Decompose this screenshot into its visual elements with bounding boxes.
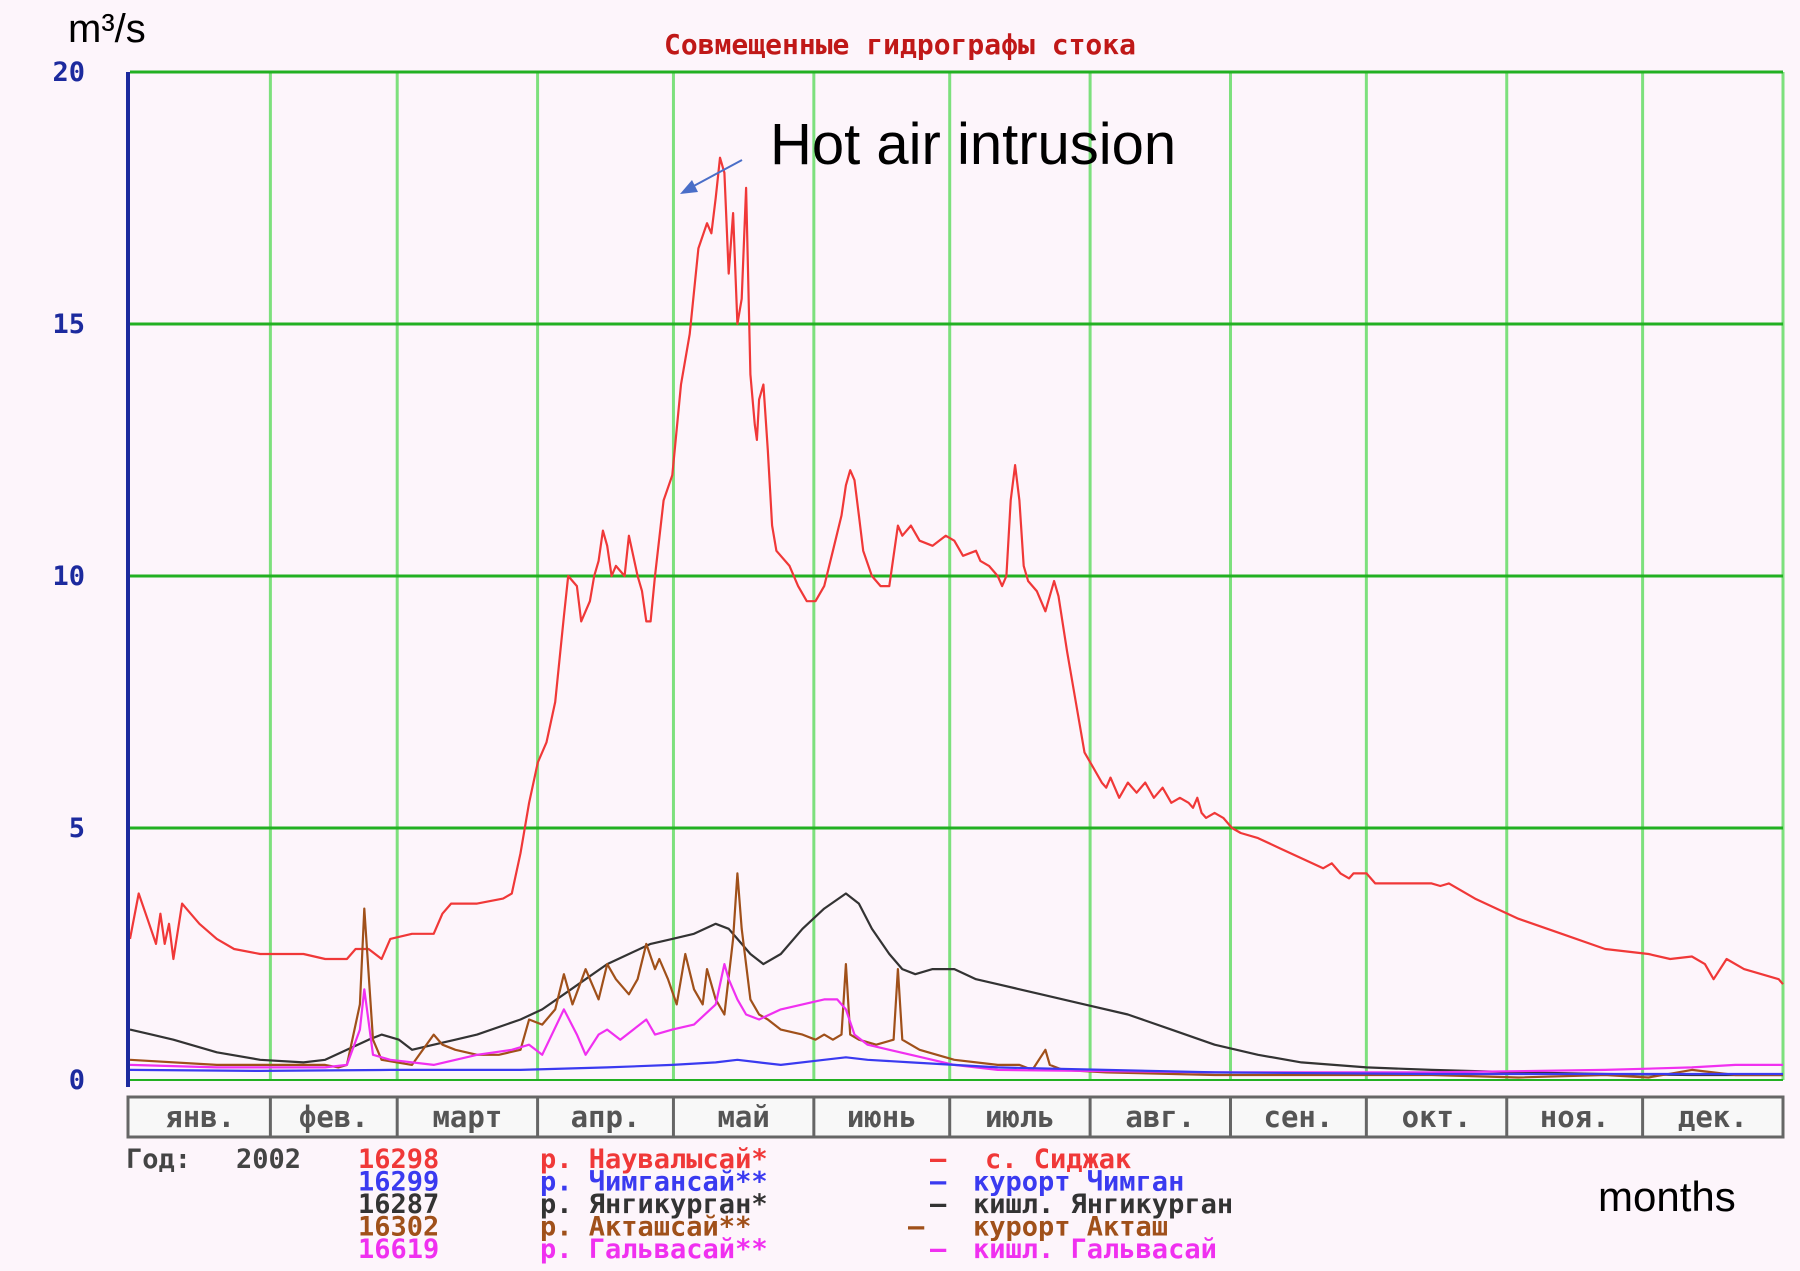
month-strip [126, 1095, 1785, 1139]
month-label: дек. [1678, 1100, 1748, 1134]
grid [130, 70, 1785, 1081]
legend-separator: – [930, 1189, 947, 1220]
legend-station: кишл. Янгикурган [973, 1189, 1233, 1220]
legend-year-label: Год: [126, 1144, 191, 1175]
month-label: июль [985, 1100, 1055, 1134]
legend-station: с. Сиджак [985, 1144, 1131, 1175]
legend-year: 2002 [236, 1144, 301, 1175]
legend-code: 16299 [358, 1167, 439, 1198]
legend: Год: 2002 16298 р. Наувалысай* – с. Сиджак 162… [126, 1144, 1233, 1265]
y-axis-unit: m³/s [68, 7, 146, 51]
month-label: окт. [1402, 1100, 1472, 1134]
month-label: июнь [847, 1100, 917, 1134]
y-tick-label: 20 [52, 57, 85, 88]
legend-river: р. Гальвасай** [540, 1234, 768, 1265]
y-tick-labels: 20 15 10 5 0 [52, 57, 85, 1096]
legend-code: 16302 [358, 1212, 439, 1243]
legend-station: курорт Чимган [973, 1167, 1184, 1198]
series-line-16299 [129, 1056, 1783, 1076]
y-tick-label: 5 [69, 813, 85, 844]
legend-code: 16287 [358, 1189, 439, 1220]
legend-river: р. Акташсай** [540, 1212, 751, 1243]
series-line-16298 [128, 156, 1784, 985]
y-tick-label: 10 [52, 561, 85, 592]
legend-station: курорт Акташ [973, 1212, 1168, 1243]
legend-code: 16619 [358, 1234, 439, 1265]
month-label: апр. [571, 1100, 641, 1134]
series-line-16302 [129, 872, 1783, 1079]
legend-river: р. Чимгансай** [540, 1167, 768, 1198]
month-label: март [432, 1100, 502, 1134]
legend-code: 16298 [358, 1144, 439, 1175]
annotation: Hot air intrusion [680, 112, 1176, 194]
legend-separator: – [930, 1234, 947, 1265]
legend-separator: – [930, 1144, 947, 1175]
series-line-16287 [129, 892, 1783, 1077]
series-lines [128, 156, 1784, 1079]
month-label: май [717, 1100, 769, 1134]
legend-station: кишл. Гальвасай [973, 1234, 1217, 1265]
legend-river: р. Наувалысай* [540, 1144, 768, 1175]
annotation-arrow-head [680, 180, 698, 194]
y-tick-label: 0 [69, 1065, 85, 1096]
x-axis-label: months [1598, 1173, 1736, 1220]
y-tick-label: 15 [52, 309, 85, 340]
month-label: авг. [1125, 1100, 1195, 1134]
legend-separator: – [908, 1212, 925, 1243]
series-line-16619 [129, 963, 1783, 1074]
annotation-text: Hot air intrusion [770, 112, 1176, 177]
month-label: фев. [299, 1100, 369, 1134]
month-label: сен. [1264, 1100, 1334, 1134]
month-labels: янв. фев. март апр. май июнь июль авг. сен. окт. н… [165, 1097, 1748, 1137]
legend-river: р. Янгикурган* [540, 1189, 768, 1220]
annotation-arrow-shaft [689, 159, 743, 189]
month-label: янв. [165, 1100, 235, 1134]
chart-title: Совмещенные гидрографы стока [664, 28, 1136, 61]
legend-separator: – [930, 1167, 947, 1198]
month-label: ноя. [1540, 1100, 1610, 1134]
